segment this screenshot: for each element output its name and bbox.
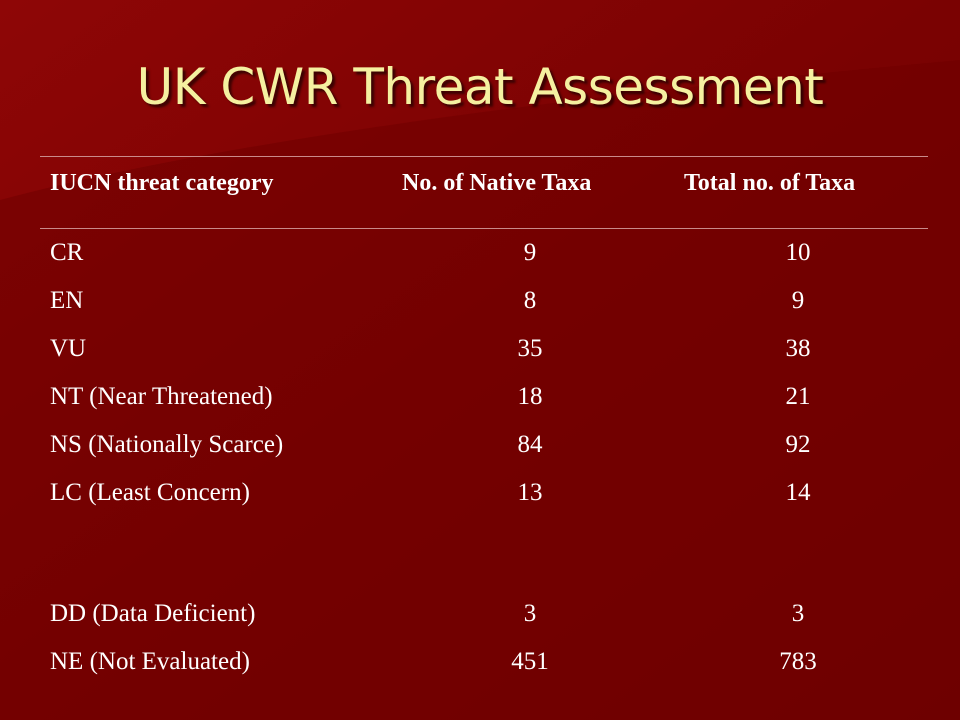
table-header-rule [40,228,928,229]
row-cr-native: 9 [523,239,537,266]
row-cr-category: CR [50,239,84,266]
table-top-rule [40,156,928,157]
slide-title: UK CWR Threat Assessment [136,58,824,116]
row-ne-native: 451 [511,648,549,675]
row-en-native: 8 [523,287,537,314]
row-en-total: 9 [791,287,805,314]
row-ns-native: 84 [517,431,543,458]
row-lc-category: LC (Least Concern) [50,479,250,506]
row-dd-native: 3 [523,600,537,627]
row-nt-native: 18 [517,383,543,410]
row-dd-total: 3 [791,600,805,627]
row-lc-total: 14 [785,479,811,506]
header-total-taxa: Total no. of Taxa [684,170,856,196]
row-en-category: EN [50,287,84,314]
row-vu-native: 35 [517,335,543,362]
row-nt-total: 21 [785,383,811,410]
row-vu-category: VU [50,335,87,362]
header-iucn-category: IUCN threat category [50,170,274,196]
row-cr-total: 10 [785,239,811,266]
row-ne-category: NE (Not Evaluated) [50,648,250,675]
row-lc-native: 13 [517,479,543,506]
row-vu-total: 38 [785,335,811,362]
row-ns-total: 92 [785,431,811,458]
row-ns-category: NS (Nationally Scarce) [50,431,284,458]
header-native-taxa: No. of Native Taxa [402,170,592,196]
row-dd-category: DD (Data Deficient) [50,600,256,627]
row-nt-category: NT (Near Threatened) [50,383,273,410]
row-ne-total: 783 [779,648,817,675]
